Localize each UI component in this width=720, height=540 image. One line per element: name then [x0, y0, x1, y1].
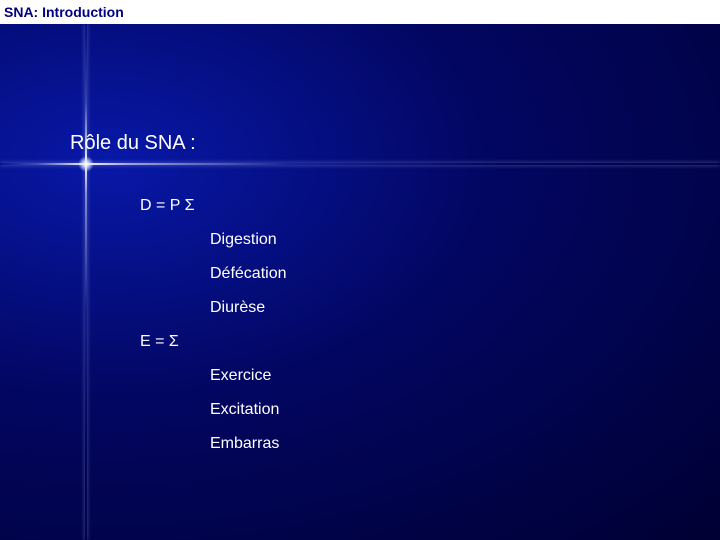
list-item: Diurèse [210, 300, 287, 316]
lens-flare-vertical [85, 24, 87, 540]
list-item: Digestion [210, 232, 287, 248]
list-item: Embarras [210, 436, 287, 452]
slide-header: SNA: Introduction [0, 0, 720, 24]
content-body: D = P Σ Digestion Défécation Diurèse E =… [140, 198, 287, 470]
list-item: Défécation [210, 266, 287, 282]
lens-flare-horizontal [0, 163, 720, 165]
group-d-label: D = P Σ [140, 198, 287, 214]
list-item: Excitation [210, 402, 287, 418]
list-item: Exercice [210, 368, 287, 384]
lens-flare-core [78, 156, 94, 172]
header-title: SNA: Introduction [4, 4, 124, 20]
section-title: Rôle du SNA : [70, 132, 196, 155]
group-e-label: E = Σ [140, 334, 287, 350]
